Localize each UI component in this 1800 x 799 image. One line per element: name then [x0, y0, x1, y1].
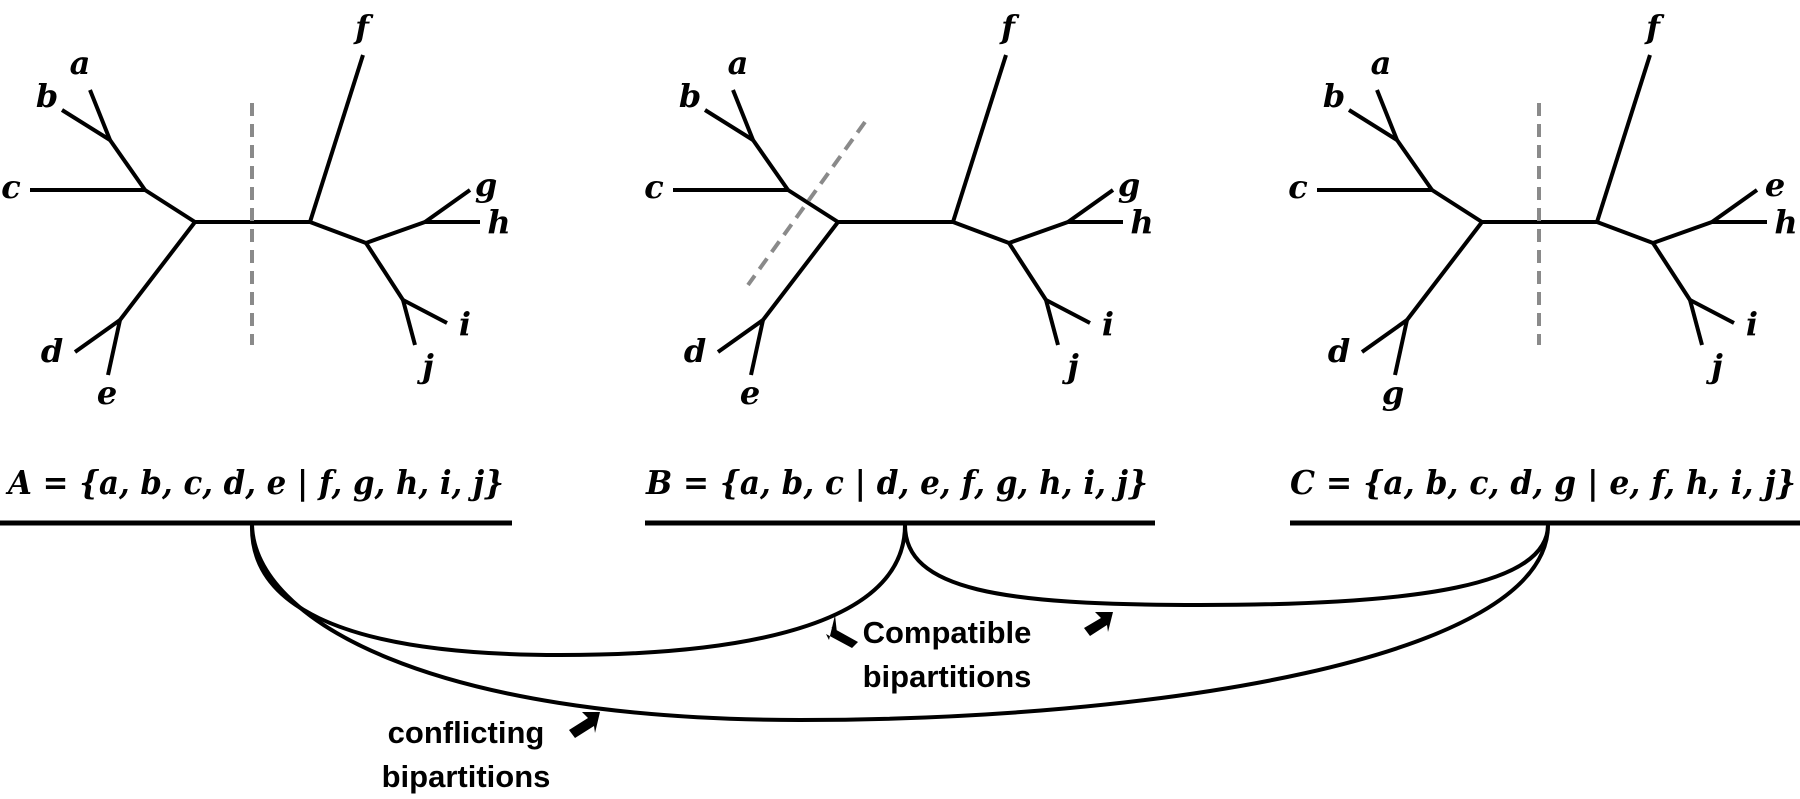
tree-a-leaf-a: a [70, 44, 91, 82]
tree-c-leaf-b: b [1323, 77, 1345, 115]
tree-c-leaf-h: h [1774, 203, 1797, 241]
tree-b-leaf-e: e [740, 374, 760, 412]
tree-c-leaf-c: c [1288, 168, 1307, 206]
tree-c-leaf-j: j [1705, 347, 1723, 385]
tree-c-leaf-d: d [1328, 332, 1350, 370]
tree-c-leaf-f: f [1644, 8, 1665, 46]
tree-b-leaf-i: i [1102, 305, 1114, 343]
tree-b-leaf-a: a [728, 44, 749, 82]
tree-c: a b c d g f e h i j [1288, 8, 1797, 412]
tree-c-leaf-a: a [1371, 44, 1392, 82]
tree-b: a b c d e f g h i j [644, 8, 1153, 412]
tree-a-leaf-h: h [487, 203, 510, 241]
bipartition-b-label: B = {a, b, c | d, e, f, g, h, i, j} [645, 463, 1148, 502]
tree-b-leaf-g: g [1118, 166, 1140, 204]
tree-c-leaf-i: i [1746, 305, 1758, 343]
tree-b-cut-line [746, 120, 867, 287]
arc-a-c-conflicting [250, 524, 1550, 723]
arc-a-b-compatible [249, 524, 907, 658]
tree-b-leaf-b: b [679, 77, 701, 115]
bipartition-c-label: C = {a, b, c, d, g | e, f, h, i, j} [1290, 463, 1796, 502]
tree-a: a b c d e f g h i j [1, 8, 510, 412]
compatible-label-line1: Compatible [863, 615, 1032, 650]
conflicting-label-line2: bipartitions [382, 759, 551, 794]
arc-b-c-compatible [903, 524, 1550, 608]
conflicting-label-line1: conflicting [388, 715, 545, 750]
tree-b-leaf-f: f [999, 8, 1020, 46]
tree-a-leaf-g: g [475, 166, 497, 204]
tree-b-leaf-c: c [644, 168, 663, 206]
tree-c-leaf-g-lower: g [1382, 374, 1404, 412]
tree-c-leaf-e-upper: e [1765, 166, 1785, 204]
tree-c-edges [1317, 54, 1767, 376]
tree-a-leaf-c: c [1, 168, 20, 206]
compatible-label-line2: bipartitions [863, 659, 1032, 694]
tree-a-edges [30, 54, 480, 376]
tree-a-leaf-f: f [353, 8, 374, 46]
tree-a-leaf-b: b [36, 77, 58, 115]
tree-b-edges [673, 54, 1123, 376]
compatible-arrow-right-icon [1084, 612, 1113, 636]
compatible-arrow-left-icon [826, 615, 858, 648]
tree-b-leaf-h: h [1130, 203, 1153, 241]
bipartition-a-label: A = {a, b, c, d, e | f, g, h, i, j} [5, 463, 504, 502]
tree-a-leaf-i: i [459, 305, 471, 343]
tree-a-leaf-j: j [416, 347, 434, 385]
conflicting-arrow-icon [569, 712, 600, 738]
tree-a-leaf-e: e [97, 374, 117, 412]
tree-b-leaf-d: d [684, 332, 706, 370]
tree-a-leaf-d: d [41, 332, 63, 370]
tree-b-leaf-j: j [1061, 347, 1079, 385]
